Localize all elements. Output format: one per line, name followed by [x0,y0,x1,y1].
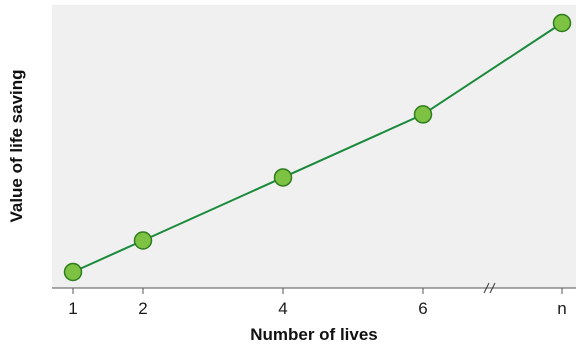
x-tick-labels: 1 2 4 6 n [68,299,566,318]
y-axis-title: Value of life saving [7,69,26,222]
axis-break-mark [483,282,496,294]
x-tick-label-6: 6 [418,299,427,318]
data-point-4 [273,168,293,187]
data-point-2 [133,231,153,250]
data-point-n [552,13,572,33]
data-point-6 [413,105,433,124]
x-tick-label-n: n [557,299,566,318]
axis-break-stroke-2 [489,282,496,294]
x-tick-label-4: 4 [278,299,287,318]
x-tick-label-1: 1 [68,299,77,318]
series-markers [63,13,572,282]
x-ticks [72,288,563,294]
x-tick-label-2: 2 [138,299,147,318]
axis-break-stroke-1 [483,282,490,294]
data-point-1 [63,262,83,282]
x-axis-title: Number of lives [250,325,378,344]
